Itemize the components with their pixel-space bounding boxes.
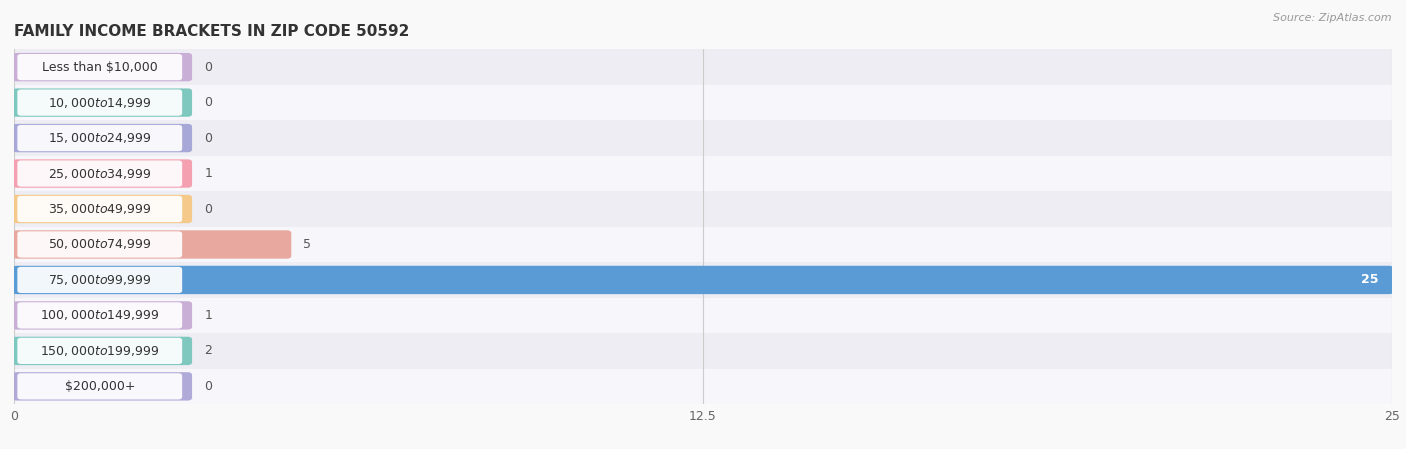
Text: $50,000 to $74,999: $50,000 to $74,999 — [48, 238, 152, 251]
Text: 0: 0 — [204, 96, 212, 109]
FancyBboxPatch shape — [17, 338, 183, 364]
Text: 2: 2 — [204, 344, 212, 357]
FancyBboxPatch shape — [17, 89, 183, 116]
FancyBboxPatch shape — [17, 373, 183, 400]
Text: FAMILY INCOME BRACKETS IN ZIP CODE 50592: FAMILY INCOME BRACKETS IN ZIP CODE 50592 — [14, 23, 409, 39]
Text: 0: 0 — [204, 380, 212, 393]
Bar — [14, 49, 1392, 85]
FancyBboxPatch shape — [17, 54, 183, 80]
Text: $15,000 to $24,999: $15,000 to $24,999 — [48, 131, 152, 145]
Bar — [14, 156, 1392, 191]
FancyBboxPatch shape — [17, 125, 183, 151]
Bar — [14, 120, 1392, 156]
FancyBboxPatch shape — [13, 230, 291, 259]
FancyBboxPatch shape — [13, 88, 193, 117]
FancyBboxPatch shape — [17, 231, 183, 258]
FancyBboxPatch shape — [13, 53, 193, 81]
Text: $100,000 to $149,999: $100,000 to $149,999 — [39, 308, 159, 322]
Text: $25,000 to $34,999: $25,000 to $34,999 — [48, 167, 152, 180]
Text: Less than $10,000: Less than $10,000 — [42, 61, 157, 74]
Text: 1: 1 — [204, 167, 212, 180]
Bar — [14, 85, 1392, 120]
Text: $150,000 to $199,999: $150,000 to $199,999 — [39, 344, 159, 358]
FancyBboxPatch shape — [17, 267, 183, 293]
Bar — [14, 191, 1392, 227]
Text: 0: 0 — [204, 132, 212, 145]
FancyBboxPatch shape — [17, 196, 183, 222]
Text: 25: 25 — [1361, 273, 1378, 286]
FancyBboxPatch shape — [13, 301, 193, 330]
FancyBboxPatch shape — [13, 266, 1393, 294]
FancyBboxPatch shape — [17, 160, 183, 187]
FancyBboxPatch shape — [17, 302, 183, 329]
Bar — [14, 298, 1392, 333]
Text: 0: 0 — [204, 61, 212, 74]
Text: $35,000 to $49,999: $35,000 to $49,999 — [48, 202, 152, 216]
FancyBboxPatch shape — [13, 372, 193, 401]
Bar — [14, 369, 1392, 404]
Text: $200,000+: $200,000+ — [65, 380, 135, 393]
Text: 5: 5 — [304, 238, 311, 251]
Text: Source: ZipAtlas.com: Source: ZipAtlas.com — [1274, 13, 1392, 23]
Text: 0: 0 — [204, 202, 212, 216]
Text: 1: 1 — [204, 309, 212, 322]
FancyBboxPatch shape — [13, 195, 193, 223]
Bar — [14, 262, 1392, 298]
Bar — [14, 333, 1392, 369]
FancyBboxPatch shape — [13, 124, 193, 152]
FancyBboxPatch shape — [13, 159, 193, 188]
Bar — [14, 227, 1392, 262]
Text: $75,000 to $99,999: $75,000 to $99,999 — [48, 273, 152, 287]
FancyBboxPatch shape — [13, 337, 193, 365]
Text: $10,000 to $14,999: $10,000 to $14,999 — [48, 96, 152, 110]
